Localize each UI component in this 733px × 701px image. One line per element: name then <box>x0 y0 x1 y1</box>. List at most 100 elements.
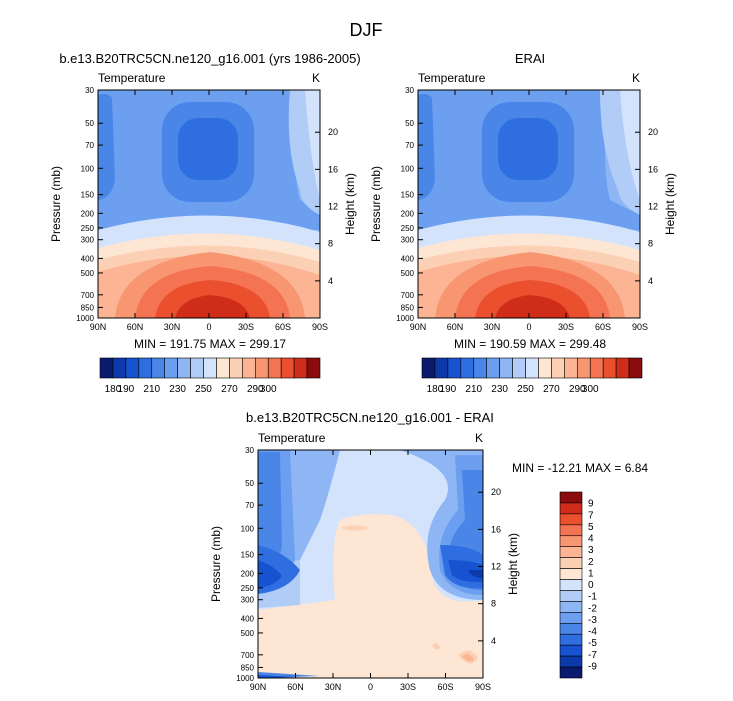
panel-diff-colorbar-swatch <box>559 666 583 679</box>
panel-model-y2-tick-label: 4 <box>328 276 333 286</box>
panel-diff-x-tick-label: 90S <box>475 682 491 692</box>
panel-model-y-tick-label: 50 <box>85 119 94 128</box>
panel-model-colorbar-swatch <box>125 357 140 379</box>
panel-diff-colorbar-swatch <box>559 502 583 515</box>
panel-obs-colorbar-swatch <box>460 357 475 379</box>
panel-model-colorbar-swatch <box>216 357 230 379</box>
panel-diff-x-tick-label: 30S <box>400 682 416 692</box>
panel-model-colorbar-label: 300 <box>260 384 277 395</box>
panel-obs-x-tick-label: 90N <box>410 322 427 332</box>
panel-diff-x-tick-label: 0 <box>368 682 373 692</box>
panel-diff-colorbar-label: 3 <box>588 545 594 556</box>
panel-diff-x-tick-label: 30N <box>325 682 342 692</box>
panel-obs-x-tick-label: 30S <box>558 322 574 332</box>
panel-diff-colorbar-swatch <box>559 655 583 668</box>
panel-diff-colorbar-swatch <box>559 633 583 646</box>
panel-obs-colorbar-swatch <box>615 357 630 379</box>
panel-diff-y-tick-label: 50 <box>245 479 254 488</box>
panel-diff-colorbar-swatch <box>559 491 583 504</box>
panel-diff-y2-tick-label: 12 <box>491 562 501 572</box>
panel-diff: b.e13.B20TRC5CN.ne120_g16.001 - ERAI Tem… <box>209 410 648 692</box>
panel-diff-y-tick-label: 150 <box>241 551 255 560</box>
panel-model-y-tick-label: 300 <box>81 236 95 245</box>
panel-obs-contours <box>418 90 640 318</box>
panel-obs-y2-tick-label: 20 <box>648 127 658 137</box>
panel-diff-axes: 90N 60N 30N 0 30S 60S 90S 30 50 70 100 150 200 250 300… <box>209 446 520 692</box>
panel-obs-colorbar-swatch <box>434 357 449 379</box>
panel-obs-colorbar-label: 270 <box>543 384 560 395</box>
panel-model-y2-tick-label: 8 <box>328 239 333 249</box>
panel-obs-x-tick-label: 90S <box>632 322 648 332</box>
panel-obs-y-tick-label: 70 <box>405 141 414 150</box>
panel-model-x-tick-label: 90N <box>90 322 107 332</box>
panel-diff-left-label: Temperature <box>258 431 326 445</box>
panel-model: b.e13.B20TRC5CN.ne120_g16.001 (yrs 1986-… <box>49 51 361 395</box>
panel-obs-axes: 90N 60N 30N 0 30S 60S 90S 30 50 70 100 150 200 250 300… <box>369 86 677 332</box>
panel-obs-colorbar-swatch <box>628 357 643 379</box>
panel-obs-units-label: K <box>632 71 640 85</box>
panel-obs-stats: MIN = 190.59 MAX = 299.48 <box>454 337 606 351</box>
panel-diff-colorbar-swatch <box>559 601 583 613</box>
panel-diff-colorbar-swatch <box>559 590 583 602</box>
panel-model-x-tick-label: 30S <box>238 322 254 332</box>
panel-model-axes: 90N 60N 30N 0 30S 60S 90S 30 50 70 100 150 200 250 300… <box>49 86 357 332</box>
panel-obs-colorbar-label: 290 <box>569 384 586 395</box>
panel-obs-colorbar-label: 300 <box>582 384 599 395</box>
panel-obs-y-tick-label: 150 <box>401 191 415 200</box>
panel-model-colorbar-label: 230 <box>169 384 186 395</box>
panel-model-x-tick-label: 90S <box>312 322 328 332</box>
panel-model-colorbar-swatch <box>138 357 153 379</box>
panel-model-colorbar-swatch <box>177 357 191 379</box>
panel-model-units-label: K <box>312 71 320 85</box>
panel-diff-colorbar-label: -5 <box>588 638 597 649</box>
panel-obs-y-tick-label: 100 <box>401 164 415 173</box>
panel-obs-title: ERAI <box>515 51 545 66</box>
panel-model-y-tick-label: 250 <box>81 224 95 233</box>
panel-model-x-tick-label: 60S <box>275 322 291 332</box>
panel-model-colorbar-label: 210 <box>143 384 160 395</box>
panel-obs-colorbar-swatch <box>602 357 617 379</box>
panel-obs-y-tick-label: 200 <box>401 209 415 218</box>
panel-diff-x-tick-label: 90N <box>250 682 267 692</box>
panel-obs-x-tick-label: 30N <box>484 322 501 332</box>
panel-obs-colorbar-swatch <box>589 357 604 379</box>
panel-diff-colorbar-swatch <box>559 622 583 635</box>
panel-model-colorbar-label: 180 <box>105 384 122 395</box>
panel-model-colorbar-swatch <box>267 357 282 379</box>
panel-diff-colorbar-label: -3 <box>588 615 597 626</box>
panel-obs-y-tick-label: 250 <box>401 224 415 233</box>
panel-obs-colorbar-swatch <box>538 357 552 379</box>
panel-model-y-tick-label: 150 <box>81 191 95 200</box>
panel-diff-y-axis-title: Pressure (mb) <box>209 526 223 602</box>
panel-model-y-tick-label: 200 <box>81 209 95 218</box>
panel-diff-y-tick-label: 700 <box>241 651 255 660</box>
panel-obs-y-tick-label: 300 <box>401 236 415 245</box>
panel-diff-stats: MIN = -12.21 MAX = 6.84 <box>512 461 648 475</box>
panel-model-y-axis-title: Pressure (mb) <box>49 166 63 242</box>
panel-model-colorbar-label: 190 <box>118 384 135 395</box>
panel-obs-y2-tick-label: 16 <box>648 164 658 174</box>
panel-model-y-tick-label: 700 <box>81 291 95 300</box>
panel-model-colorbar-swatch <box>254 357 269 379</box>
panel-diff-contours <box>258 450 483 678</box>
panel-diff-colorbar-swatch <box>559 568 583 580</box>
panel-model-y2-tick-label: 20 <box>328 127 338 137</box>
panel-obs-colorbar-label: 230 <box>491 384 508 395</box>
panel-diff-colorbar-label: 4 <box>588 534 594 545</box>
panel-diff-y-tick-label: 250 <box>241 584 255 593</box>
panel-diff-colorbar-label: -7 <box>588 650 597 661</box>
panel-diff-units-label: K <box>475 431 483 445</box>
panel-diff-colorbar-label: -4 <box>588 627 597 638</box>
panel-obs-y2-tick-label: 4 <box>648 276 653 286</box>
panel-model-y-tick-label: 100 <box>81 164 95 173</box>
panel-model-y2-tick-label: 12 <box>328 202 338 212</box>
panel-diff-colorbar-swatch <box>559 644 583 657</box>
panel-diff-y-tick-label: 1000 <box>236 674 254 683</box>
panel-model-colorbar-swatch <box>280 357 295 379</box>
panel-obs-y-tick-label: 500 <box>401 269 415 278</box>
panel-model-colorbar-swatch <box>306 357 321 379</box>
panel-model-contours <box>98 90 320 318</box>
panel-diff-y2-axis-title: Height (km) <box>506 533 520 595</box>
panel-model-colorbar-label: 290 <box>247 384 264 395</box>
